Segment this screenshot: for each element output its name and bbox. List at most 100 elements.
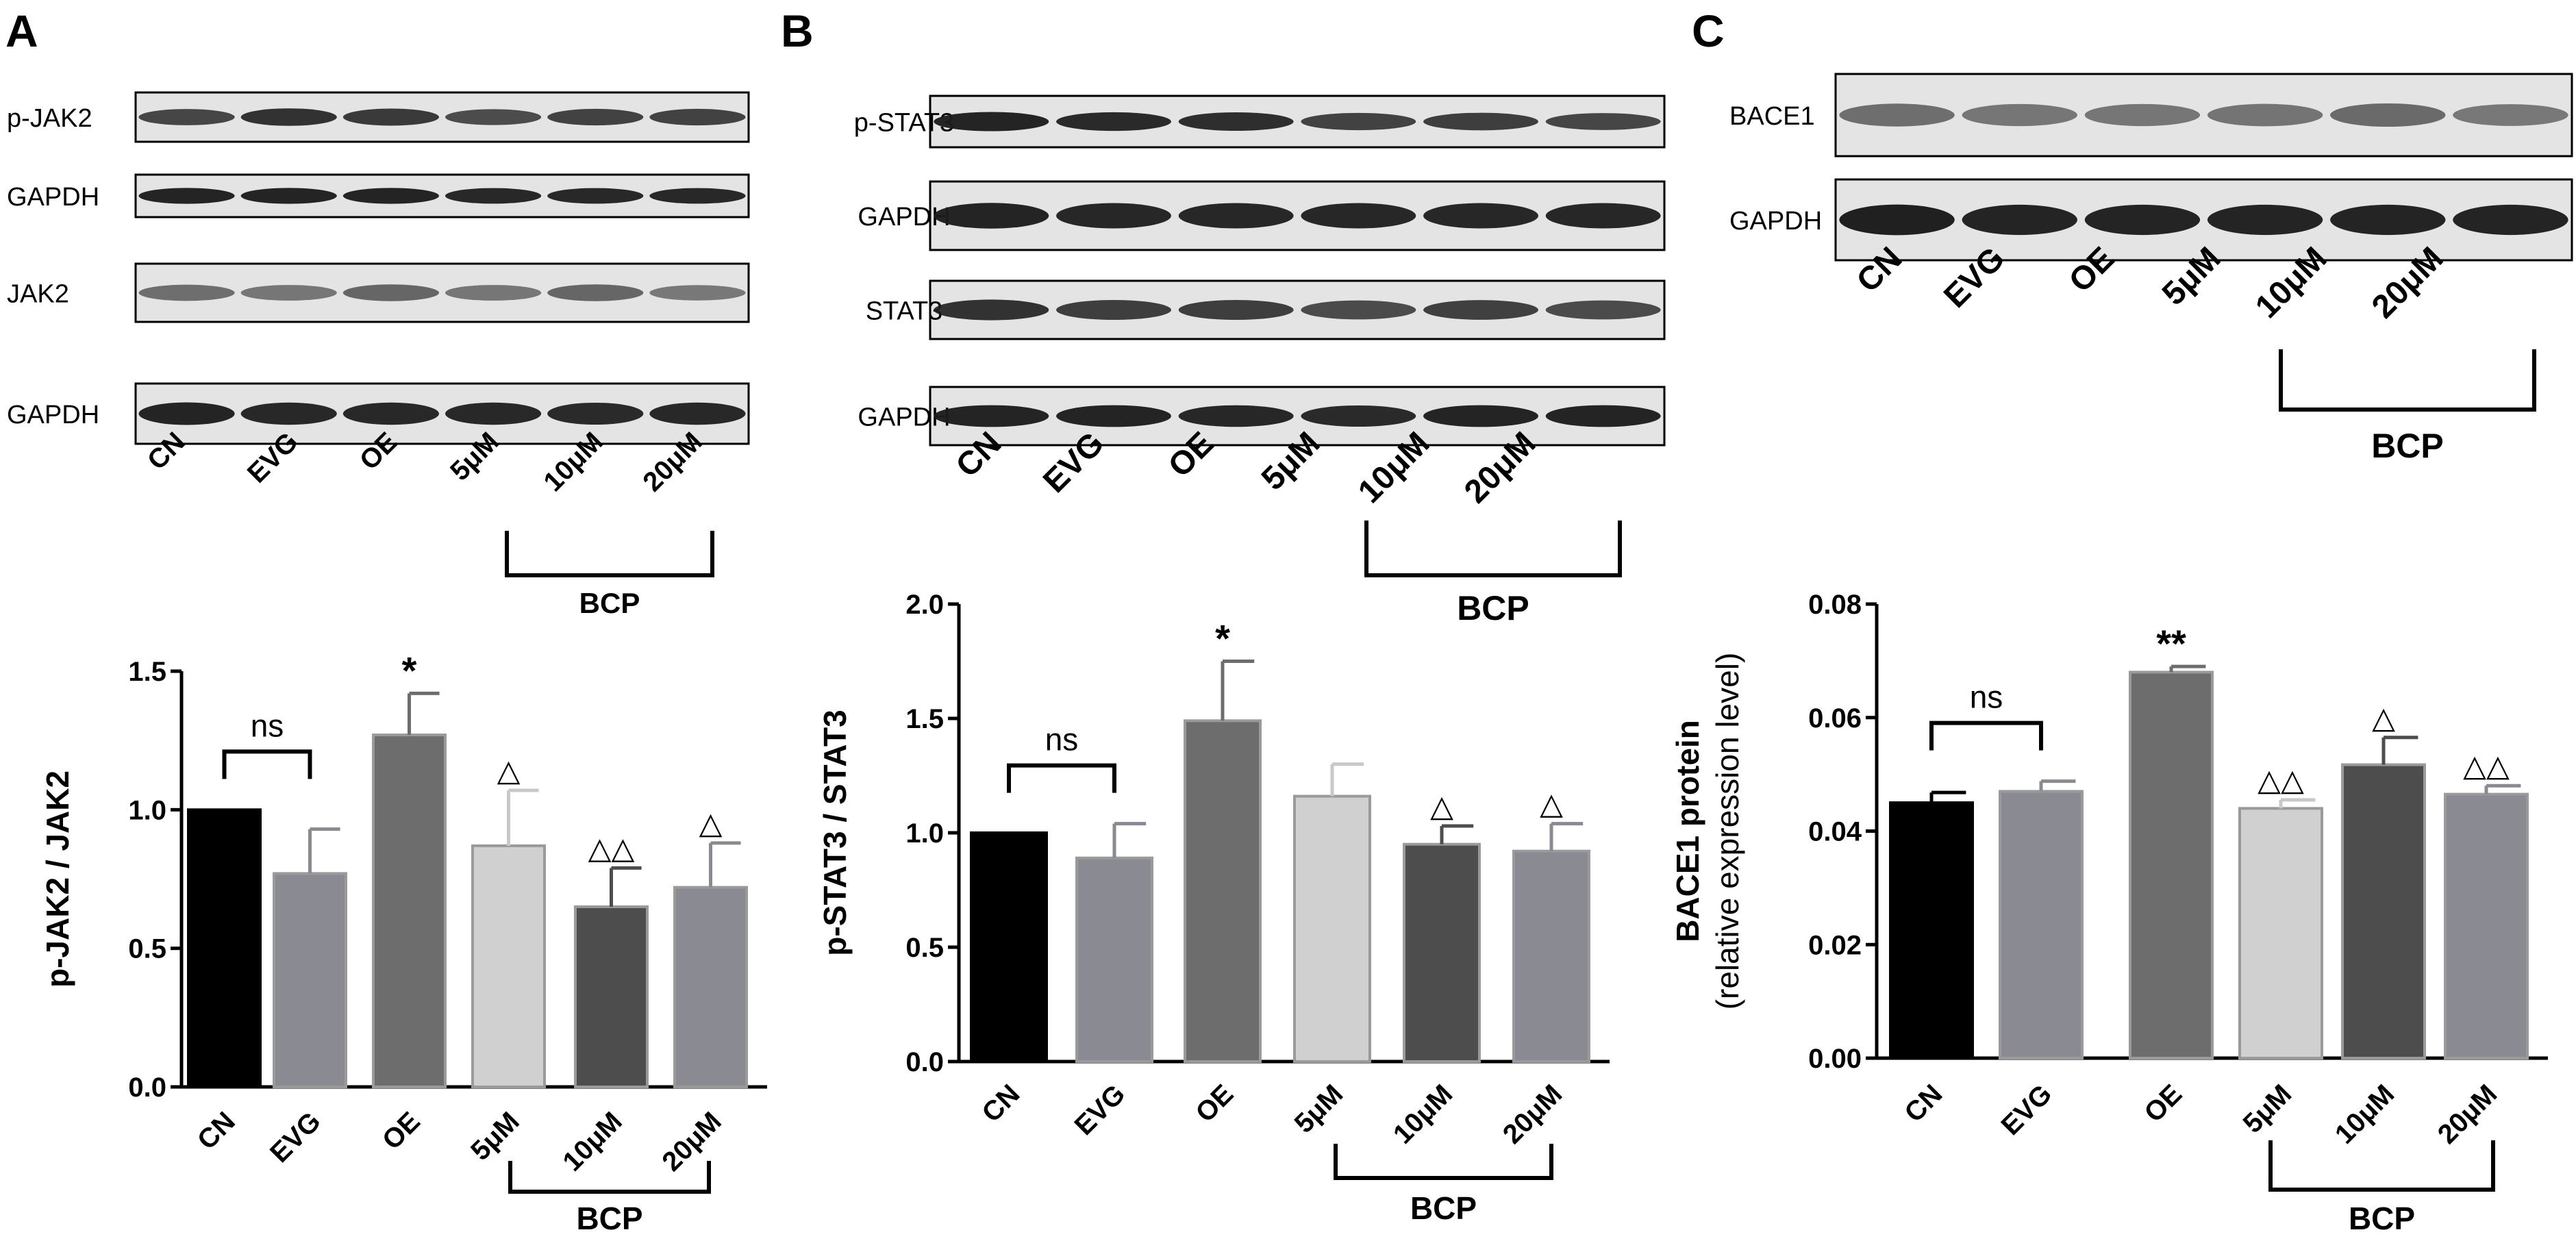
significance-marker: △	[497, 754, 521, 788]
blot-frame	[134, 382, 750, 445]
significance-marker: *	[1215, 617, 1230, 660]
blot-band	[1423, 112, 1538, 131]
x-tick-label: 5μM	[1289, 1079, 1349, 1139]
blot-band	[1545, 113, 1661, 130]
y-tick-label: 1.5	[905, 704, 944, 734]
blot-band	[1056, 112, 1171, 131]
blot-band	[1056, 299, 1171, 321]
blot-band	[138, 188, 235, 204]
bar	[1075, 856, 1153, 1063]
bcp-label: BCP	[576, 1201, 642, 1236]
bar	[2238, 807, 2323, 1060]
blot-row: BACE1	[1729, 73, 2573, 158]
blot-band	[649, 188, 746, 204]
blot-band	[2084, 204, 2201, 236]
blot-row: p-JAK2	[7, 91, 750, 143]
y-tick-label: 0.0	[905, 1047, 944, 1077]
bcp-bracket	[508, 1161, 711, 1194]
x-tick-label: 20μM	[2432, 1079, 2503, 1149]
blot-band	[1178, 203, 1294, 229]
x-tick-label: EVG	[1996, 1079, 2058, 1141]
significance-marker: △△	[2258, 764, 2304, 797]
blot-band	[2084, 103, 2201, 127]
bcp-label: BCP	[579, 587, 640, 619]
blot-band	[138, 402, 235, 425]
blot-band	[1423, 405, 1538, 427]
x-tick-label: OE	[377, 1106, 426, 1155]
blot-frame	[1834, 178, 2573, 262]
ns-bracket	[1929, 720, 2043, 751]
blot-band	[1962, 103, 2077, 127]
ns-label: ns	[1970, 679, 2003, 715]
bar	[1889, 801, 1974, 1060]
bcp-bracket	[505, 531, 714, 577]
y-tick-label: 0.08	[1808, 590, 1862, 620]
blot-row-label: p-JAK2	[7, 104, 92, 133]
blot-band	[342, 188, 440, 204]
significance-marker: △	[2372, 701, 2395, 735]
x-tick-label: OE	[2138, 1079, 2188, 1128]
bar	[2341, 763, 2426, 1060]
panel-letter-a: A	[5, 5, 38, 56]
blot-row-label: JAK2	[7, 280, 69, 309]
x-tick-label: CN	[192, 1106, 241, 1155]
blot-band	[342, 108, 440, 126]
panel-letter-b: B	[781, 5, 814, 56]
x-tick-label: 5μM	[2238, 1079, 2298, 1139]
bar	[574, 905, 649, 1088]
blot-band	[240, 188, 337, 204]
bar	[970, 831, 1048, 1063]
blot-band	[1178, 299, 1294, 321]
blot-band	[649, 285, 746, 301]
blot-band	[649, 108, 746, 126]
blot-frame	[929, 386, 1666, 447]
blot-row: STAT3	[866, 279, 1666, 340]
blot-band	[1056, 203, 1171, 229]
bcp-bracket	[1364, 521, 1622, 577]
blot-band	[547, 284, 644, 301]
blot-row: GAPDH	[7, 382, 750, 445]
y-tick-label: 0.04	[1808, 817, 1862, 847]
blot-band	[934, 203, 1049, 229]
bcp-label: BCP	[1410, 1190, 1477, 1226]
blot-band	[1056, 405, 1171, 427]
blot-frame	[134, 91, 750, 143]
blot-row: GAPDH	[1729, 178, 2573, 262]
x-tick-label: CN	[1899, 1079, 1948, 1128]
blot-band	[2330, 103, 2446, 127]
blot-band	[2207, 204, 2323, 236]
blot-row-label: GAPDH	[1729, 207, 1822, 236]
blot-band	[1545, 405, 1661, 427]
bar	[1512, 849, 1590, 1063]
bcp-bracket	[2279, 349, 2536, 412]
blot-row-label: GAPDH	[7, 401, 99, 429]
chart-panel-c: 0.00 0.02 0.04 0.06 0.08 BACE1 protein (relati…	[1670, 590, 2548, 1236]
blot-row: GAPDH	[7, 173, 750, 218]
blot-band	[240, 402, 337, 425]
x-tick-label: 10μM	[2329, 1079, 2400, 1149]
blot-row-label: GAPDH	[7, 183, 99, 212]
y-tick-label: 0.5	[905, 933, 944, 963]
x-tick-label: OE	[1190, 1079, 1239, 1128]
blot-band	[547, 188, 644, 204]
blot-band	[2207, 103, 2323, 127]
y-axis-label: BACE1 protein	[1670, 720, 1705, 942]
y-tick-label: 1.5	[128, 657, 166, 687]
blot-band	[1545, 203, 1661, 229]
bar	[2444, 792, 2529, 1060]
blot-band	[1423, 203, 1538, 229]
blot-band	[1545, 300, 1661, 320]
blot-band	[934, 405, 1049, 427]
significance-marker: **	[2156, 622, 2186, 665]
y-tick-label: 0.06	[1808, 703, 1862, 734]
blot-band	[1839, 103, 1955, 127]
blot-row: GAPDH	[858, 180, 1666, 251]
blot-frame	[929, 279, 1666, 340]
bcp-bracket	[2268, 1140, 2495, 1192]
bar	[1293, 794, 1371, 1064]
blot-frame	[134, 173, 750, 218]
